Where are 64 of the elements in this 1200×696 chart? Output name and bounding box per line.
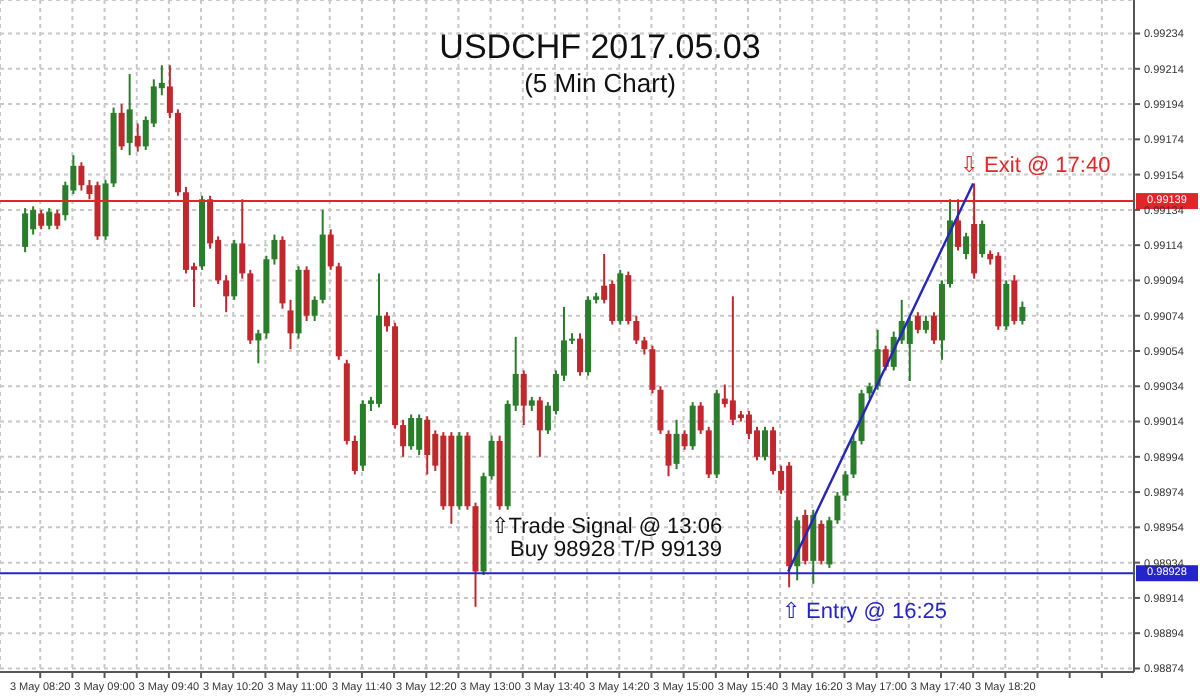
candlestick [78, 161, 85, 192]
candlestick [673, 418, 680, 471]
candlestick [810, 508, 817, 585]
candlestick [657, 385, 664, 435]
candlestick [38, 208, 45, 231]
candlestick [625, 270, 632, 326]
candlestick [536, 395, 543, 458]
candlestick [311, 295, 318, 323]
candlestick [327, 228, 334, 271]
annotation: ⇩ Exit @ 17:40 [960, 152, 1111, 180]
candlestick [665, 429, 672, 478]
candlestick [54, 208, 61, 231]
candlestick [770, 425, 777, 476]
candlestick [818, 519, 825, 566]
candlestick [697, 401, 704, 435]
candlestick [577, 332, 584, 377]
text: USDCHF 2017.05.03 [439, 28, 761, 66]
candlestick [858, 388, 865, 446]
candlestick [850, 434, 857, 479]
candlestick [166, 64, 173, 120]
candlestick [617, 268, 624, 326]
candlestick [705, 425, 712, 479]
candlestick [255, 328, 262, 365]
candlestick [681, 429, 688, 451]
candlestick [842, 469, 849, 502]
candlestick [22, 207, 29, 254]
candlestick [979, 219, 986, 259]
candlestick [1019, 300, 1026, 326]
annotation: ⇧Trade Signal @ 13:06 [490, 515, 723, 540]
annotation: ⇧ Entry @ 16:25 [782, 598, 948, 626]
candlestick [955, 198, 962, 252]
candlestick [1003, 279, 1010, 331]
annotation: Buy 98928 T/P 99139 [510, 538, 723, 564]
candlestick [963, 231, 970, 261]
candlestick [834, 491, 841, 525]
candlestick [134, 122, 141, 153]
candlestick [118, 103, 125, 151]
candlestick [488, 434, 495, 481]
candlestick [1011, 274, 1018, 326]
candlestick [609, 279, 616, 326]
candlestick [424, 415, 431, 476]
candlestick [408, 413, 415, 451]
candlestick [906, 314, 913, 382]
candlestick [826, 515, 833, 569]
candlestick [400, 418, 407, 458]
candlestick [351, 434, 358, 476]
candlestick [223, 274, 230, 314]
candlestick [416, 413, 423, 457]
candlestick [271, 233, 278, 266]
candlestick [633, 314, 640, 345]
candlestick [689, 401, 696, 451]
candlestick [649, 344, 656, 395]
candlestick [520, 369, 527, 427]
candlestick [914, 311, 921, 335]
text: (5 Min Chart) [524, 68, 676, 98]
candlestick [126, 73, 133, 157]
candlestick [287, 298, 294, 351]
candlestick [239, 198, 246, 280]
candlestick [930, 311, 937, 345]
candlestick [384, 311, 391, 333]
candlestick [729, 295, 736, 427]
candlestick [762, 425, 769, 462]
candlestick [46, 207, 53, 231]
candlestick [303, 265, 310, 323]
